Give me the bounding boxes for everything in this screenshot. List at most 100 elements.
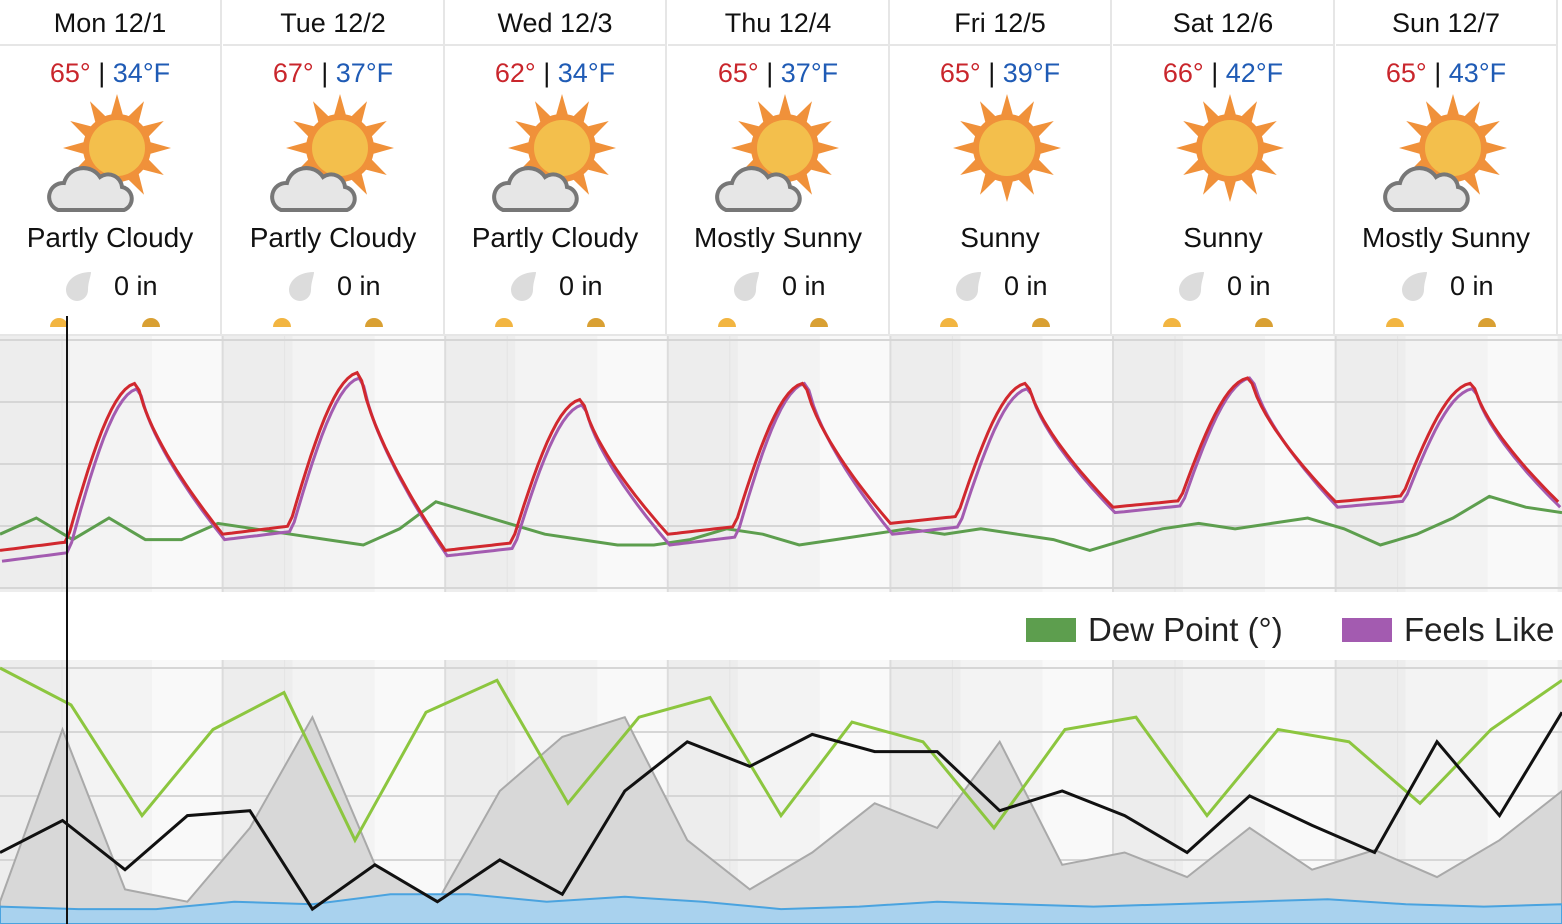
temp-separator: | — [766, 58, 774, 88]
day-label: Sun 12/7 — [1336, 0, 1556, 46]
day-label: Fri 12/5 — [890, 0, 1110, 46]
temp-separator: | — [98, 58, 106, 88]
precip-value: 0 in — [782, 271, 826, 301]
partly-cloudy-icon — [492, 94, 616, 212]
legend-dew-point-label: Dew Point (°) — [1088, 611, 1283, 648]
condition-label: Sunny — [1183, 222, 1263, 253]
sunrise-marker — [50, 318, 68, 327]
raindrop-icon — [511, 272, 536, 301]
conditions-chart — [0, 660, 1562, 924]
sunrise-marker — [495, 318, 513, 327]
humidity-line — [0, 666, 1562, 844]
day-temperatures: 62° | 34°F — [445, 56, 665, 90]
day-column[interactable]: Wed 12/3 62° | 34°F Partly Cloudy 0 in — [445, 0, 667, 336]
sunrise-marker — [718, 318, 736, 327]
raindrop-icon — [734, 272, 759, 301]
temp-separator: | — [1434, 58, 1442, 88]
raindrop-icon — [1402, 272, 1427, 301]
legend-feels-like[interactable]: Feels Like — [1342, 606, 1554, 654]
sunset-marker — [587, 318, 605, 327]
sunset-marker — [365, 318, 383, 327]
precip-amount: 0 in — [668, 268, 888, 304]
temperature-chart — [0, 336, 1562, 592]
mostly-sunny-icon — [1383, 94, 1507, 212]
dew-point-swatch — [1026, 618, 1076, 642]
day-label: Thu 12/4 — [668, 0, 888, 46]
precip-value: 0 in — [1227, 271, 1271, 301]
current-time-marker — [66, 316, 68, 924]
precip-value: 0 in — [114, 271, 158, 301]
condition-label: Mostly Sunny — [1361, 222, 1531, 253]
precip-value: 0 in — [1004, 271, 1048, 301]
chart-legend: Dew Point (°) Feels Like — [0, 606, 1562, 654]
temp-separator: | — [1211, 58, 1219, 88]
precip-amount: 0 in — [1113, 268, 1333, 304]
day-column[interactable]: Thu 12/4 65° | 37°F Mostly Sunny 0 in — [668, 0, 890, 336]
raindrop-icon — [1179, 272, 1204, 301]
sunrise-marker — [1163, 318, 1181, 327]
precip-amount: 0 in — [890, 268, 1110, 304]
condition-label: Partly Cloudy — [249, 222, 417, 253]
sunset-marker — [1478, 318, 1496, 327]
condition-label: Sunny — [960, 222, 1040, 253]
day-column[interactable]: Fri 12/5 65° | 39°F Sunny 0 in — [890, 0, 1112, 336]
day-temperatures: 65° | 34°F — [0, 56, 220, 90]
partly-cloudy-icon — [270, 94, 394, 212]
day-label: Wed 12/3 — [445, 0, 665, 46]
high-temp: 62° — [494, 58, 536, 88]
high-temp: 67° — [272, 58, 314, 88]
legend-feels-like-label: Feels Like — [1404, 611, 1555, 648]
high-temp: 66° — [1162, 58, 1204, 88]
precip-amount: 0 in — [445, 268, 665, 304]
day-label: Mon 12/1 — [0, 0, 220, 46]
day-temperatures: 65° | 37°F — [668, 56, 888, 90]
high-temp: 65° — [49, 58, 91, 88]
sunset-marker — [1255, 318, 1273, 327]
day-column[interactable]: Sat 12/6 66° | 42°F Sunny 0 in — [1113, 0, 1335, 336]
daily-forecast-strip: Mon 12/1 65° | 34°F Partly Cloudy 0 in Tue… — [0, 0, 1562, 336]
sunny-icon — [953, 94, 1061, 202]
low-temp: 34°F — [112, 58, 171, 88]
day-temperatures: 65° | 39°F — [890, 56, 1110, 90]
day-label: Tue 12/2 — [223, 0, 443, 46]
precip-value: 0 in — [1450, 271, 1494, 301]
low-temp: 39°F — [1002, 58, 1061, 88]
sunset-marker — [142, 318, 160, 327]
mostly-sunny-icon — [715, 94, 839, 212]
day-temperatures: 67° | 37°F — [223, 56, 443, 90]
sunrise-marker — [273, 318, 291, 327]
temp-separator: | — [321, 58, 329, 88]
partly-cloudy-icon — [47, 94, 171, 212]
sunrise-marker — [1386, 318, 1404, 327]
temp-separator: | — [988, 58, 996, 88]
feels-like-swatch — [1342, 618, 1392, 642]
low-temp: 43°F — [1448, 58, 1507, 88]
day-label: Sat 12/6 — [1113, 0, 1333, 46]
cloud-cover-area — [0, 714, 1562, 924]
day-column[interactable]: Sun 12/7 65° | 43°F Mostly Sunny 0 in — [1336, 0, 1558, 336]
forecast-divider — [0, 334, 1562, 336]
sunny-icon — [1176, 94, 1284, 202]
high-temp: 65° — [717, 58, 759, 88]
legend-dew-point[interactable]: Dew Point (°) — [1026, 606, 1283, 654]
low-temp: 37°F — [335, 58, 394, 88]
low-temp: 42°F — [1225, 58, 1284, 88]
precip-value: 0 in — [559, 271, 603, 301]
precip-amount: 0 in — [0, 268, 220, 304]
precip-amount: 0 in — [223, 268, 443, 304]
wind-line — [0, 711, 1562, 912]
raindrop-icon — [289, 272, 314, 301]
sunset-marker — [810, 318, 828, 327]
sunrise-marker — [940, 318, 958, 327]
high-temp: 65° — [1385, 58, 1427, 88]
raindrop-icon — [66, 272, 91, 301]
temperature-line — [0, 370, 1560, 552]
day-column[interactable]: Tue 12/2 67° | 37°F Partly Cloudy 0 in — [223, 0, 445, 336]
precip-value: 0 in — [337, 271, 381, 301]
precip-chance-area — [0, 893, 1562, 924]
raindrop-icon — [956, 272, 981, 301]
day-column[interactable]: Mon 12/1 65° | 34°F Partly Cloudy 0 in — [0, 0, 222, 336]
temp-separator: | — [543, 58, 551, 88]
sunset-marker — [1032, 318, 1050, 327]
low-temp: 37°F — [780, 58, 839, 88]
